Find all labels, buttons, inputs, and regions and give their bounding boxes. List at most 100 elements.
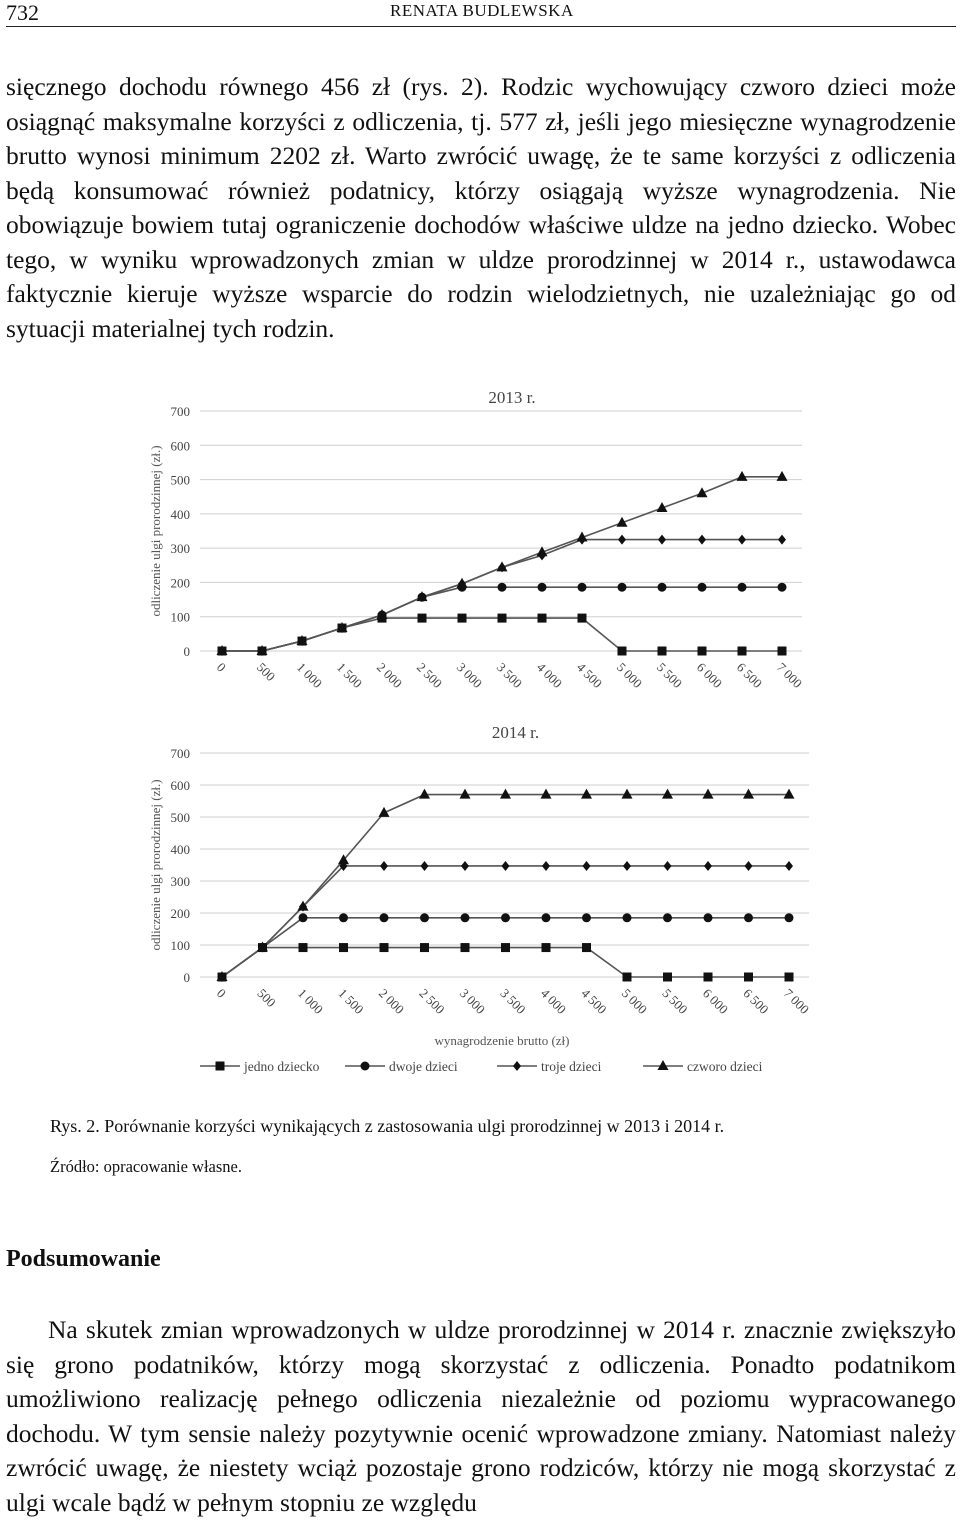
body-paragraph-2: Na skutek zmian wprowadzonych w uldze pr…: [6, 1315, 956, 1517]
figure-2: 2013 r. 0 100 200 300 400 500 600 700 odliczenie …: [0, 370, 960, 1090]
data-point: [622, 972, 632, 982]
data-point: [743, 788, 754, 799]
data-point: [738, 534, 746, 545]
x-tick-label: 3 000: [454, 660, 485, 691]
y-tick-label: 0: [184, 970, 191, 985]
data-point: [501, 860, 510, 871]
data-point: [460, 913, 470, 923]
data-point: [339, 943, 348, 953]
data-point: [256, 645, 268, 655]
data-point: [298, 943, 308, 953]
figure-2-charts: 2013 r. 0 100 200 300 400 500 600 700 odliczenie …: [148, 388, 812, 1074]
data-point: [497, 613, 507, 623]
y-tick-label: 400: [171, 507, 191, 522]
y-tick-label: 300: [171, 874, 191, 889]
data-point: [663, 972, 672, 982]
data-point: [216, 645, 228, 655]
data-point: [744, 913, 753, 923]
data-point: [339, 913, 348, 923]
figure-caption: Rys. 2. Porównanie korzyści wynikających…: [50, 1116, 725, 1136]
data-point: [744, 860, 753, 871]
data-point: [541, 913, 551, 923]
data-point: [420, 943, 429, 953]
data-point: [541, 943, 551, 953]
data-point: [456, 577, 468, 588]
data-point: [697, 582, 707, 592]
x-tick-label: 500: [254, 660, 278, 684]
data-point: [216, 971, 228, 981]
legend-marker: [360, 1061, 370, 1071]
data-point: [776, 470, 788, 481]
data-point: [777, 582, 787, 592]
x-tick-label: 3 500: [494, 660, 525, 691]
data-point: [501, 943, 510, 953]
data-point: [336, 622, 348, 633]
data-point: [297, 900, 309, 911]
data-point: [785, 860, 793, 871]
y-tick-label: 500: [171, 473, 191, 488]
data-point: [744, 972, 753, 982]
data-point: [658, 534, 666, 545]
data-point: [703, 913, 713, 923]
x-tick-label: 4 000: [538, 986, 569, 1017]
x-tick-label: 5 500: [654, 660, 685, 691]
data-point: [420, 860, 429, 871]
data-point: [696, 487, 708, 498]
y-tick-label: 100: [171, 938, 191, 953]
data-point: [582, 913, 591, 923]
x-tick-label: 3 500: [497, 986, 528, 1017]
data-point: [622, 913, 632, 923]
data-point: [496, 561, 508, 572]
chart-1: 2013 r. 0 100 200 300 400 500 600 700 odliczenie …: [148, 388, 805, 691]
y-tick-label: 600: [171, 778, 191, 793]
data-point: [737, 582, 747, 592]
x-tick-label: 4 000: [534, 660, 565, 691]
data-point: [417, 613, 427, 623]
chart-legend: jedno dziecko dwoje dzieci troje dzieci czw…: [200, 1059, 763, 1074]
data-point: [783, 788, 795, 799]
y-tick-label: 0: [184, 644, 191, 659]
data-point: [576, 531, 588, 542]
x-tick-label: 7 000: [781, 986, 812, 1017]
y-tick-label: 100: [171, 610, 191, 625]
x-tick-label: 1 500: [335, 986, 366, 1017]
data-point: [338, 854, 349, 865]
data-point: [616, 516, 628, 527]
data-point: [623, 860, 631, 871]
x-tick-label: 6 000: [700, 986, 731, 1017]
data-point: [704, 860, 712, 871]
x-tick-label: 6 500: [734, 660, 765, 691]
data-point: [537, 613, 547, 623]
data-point: [257, 941, 268, 952]
legend-label: troje dzieci: [541, 1059, 602, 1074]
data-point: [663, 913, 672, 923]
data-point: [582, 943, 591, 953]
data-point: [339, 860, 348, 871]
data-point: [784, 972, 794, 982]
data-point: [581, 788, 592, 799]
data-point: [737, 646, 747, 656]
data-point: [419, 788, 430, 799]
x-tick-label: 500: [254, 986, 278, 1010]
data-point: [617, 582, 627, 592]
body-paragraph-1: sięcznego dochodu równego 456 zł (rys. 2…: [6, 72, 956, 343]
x-axis-label: wynagrodzenie brutto (zł): [434, 1033, 569, 1048]
data-point: [582, 860, 591, 871]
x-tick-label: 2 000: [374, 660, 405, 691]
data-point: [577, 613, 587, 623]
y-tick-label: 700: [171, 404, 191, 419]
y-tick-label: 300: [171, 541, 191, 556]
x-tick-label: 0: [214, 986, 229, 1001]
data-point: [621, 788, 633, 799]
data-point: [460, 943, 470, 953]
x-tick-label: 2 500: [416, 986, 447, 1017]
data-point: [537, 582, 547, 592]
data-point: [778, 534, 786, 545]
data-point: [459, 788, 471, 799]
chart-title: 2013 r.: [488, 388, 535, 407]
y-tick-label: 200: [171, 906, 191, 921]
data-point: [296, 635, 308, 646]
data-point: [501, 913, 510, 923]
data-point: [736, 470, 748, 481]
y-tick-label: 600: [171, 438, 191, 453]
